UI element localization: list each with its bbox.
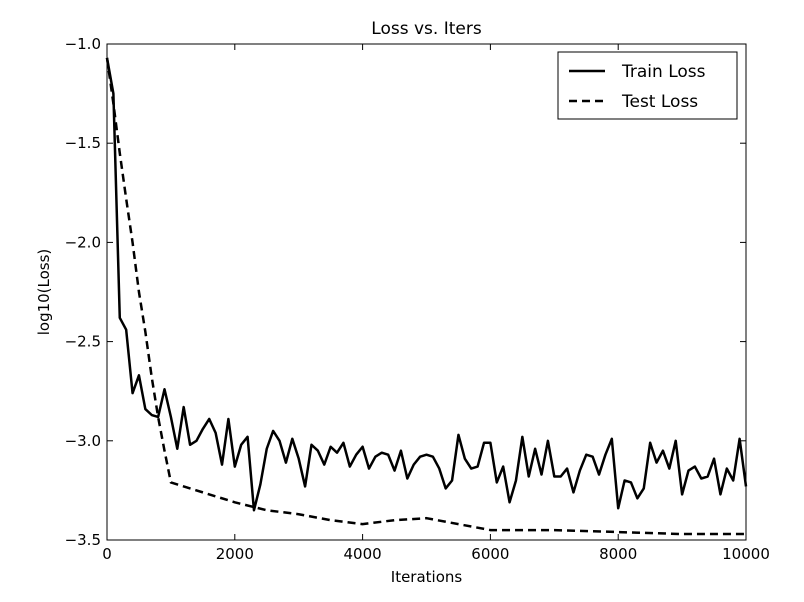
legend-train-label: Train Loss	[621, 62, 706, 82]
y-tick-label: −2.0	[65, 233, 101, 251]
y-tick-label: −1.5	[65, 134, 101, 152]
x-axis-ticks: 0 2000 4000 6000 8000 10000	[102, 44, 770, 563]
x-tick-label: 0	[102, 545, 112, 563]
x-tick-label: 2000	[216, 545, 254, 563]
chart-title: Loss vs. Iters	[371, 19, 482, 39]
y-tick-label: −3.0	[65, 432, 101, 450]
y-tick-label: −3.5	[65, 531, 101, 549]
x-tick-label: 6000	[471, 545, 509, 563]
plot-frame	[106, 43, 747, 541]
y-tick-label: −2.5	[65, 333, 101, 351]
series-layer	[105, 57, 748, 536]
legend: Train Loss Test Loss	[557, 51, 738, 120]
x-tick-label: 10000	[722, 545, 770, 563]
y-axis-ticks: −1.0 −1.5 −2.0 −2.5 −3.0 −3.5	[65, 35, 746, 549]
x-tick-label: 4000	[344, 545, 382, 563]
legend-test-label: Test Loss	[621, 92, 698, 112]
plot-area	[107, 44, 746, 540]
train-loss-line	[105, 57, 748, 512]
x-tick-label: 8000	[599, 545, 637, 563]
y-tick-label: −1.0	[65, 35, 101, 53]
legend-box	[557, 51, 738, 120]
test-loss-line	[105, 57, 746, 536]
x-axis-label: Iterations	[391, 568, 463, 586]
y-axis-label: log10(Loss)	[35, 249, 53, 336]
